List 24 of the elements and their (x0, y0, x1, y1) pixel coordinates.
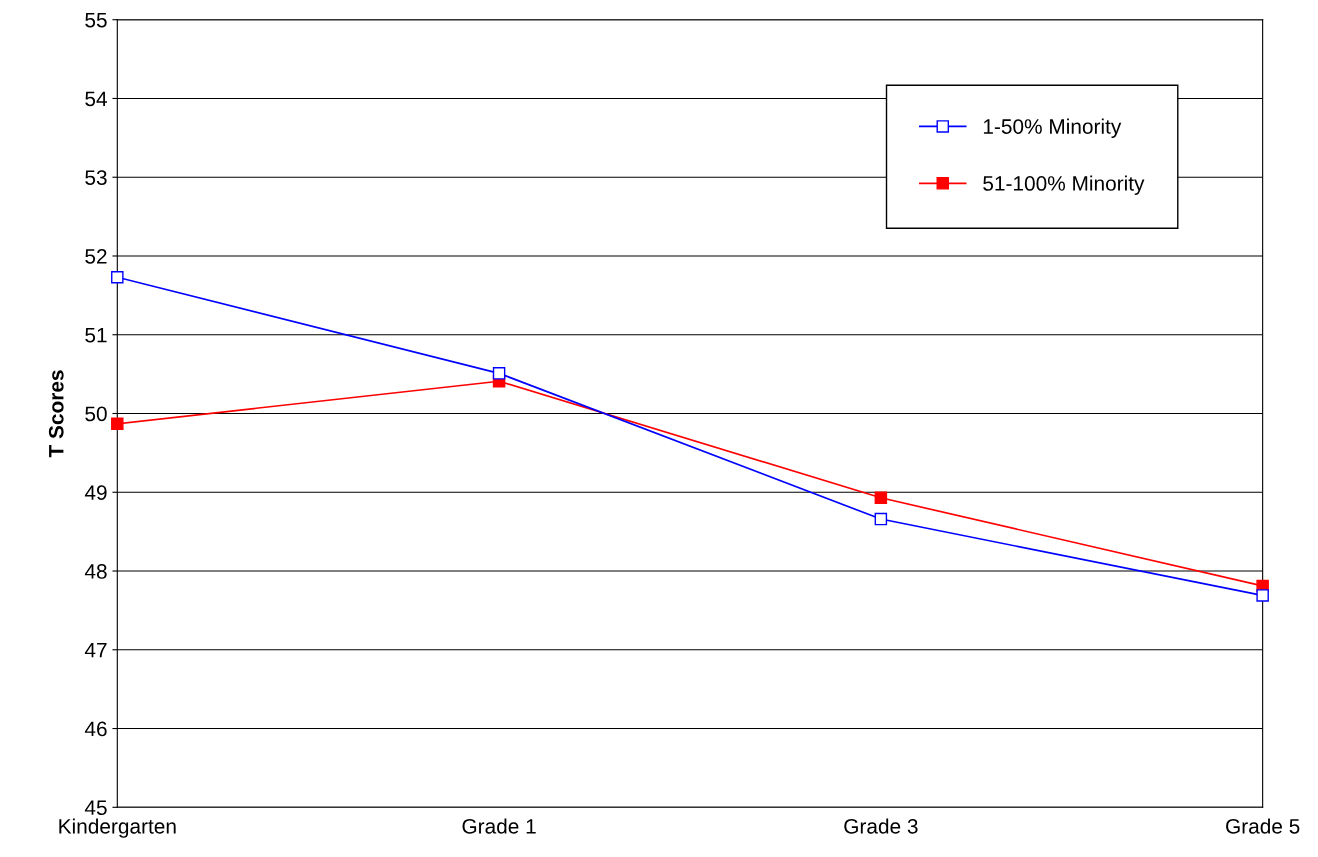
y-axis-title: T Scores (48, 370, 64, 458)
x-tick-label: Grade 5 (1226, 818, 1300, 834)
y-tick-label: 54 (85, 91, 107, 107)
x-tick-label: Grade 3 (844, 818, 918, 834)
x-tick-label: Grade 1 (462, 818, 536, 834)
y-tick-label: 46 (84, 721, 107, 737)
y-tick-label: 45 (84, 800, 107, 816)
y-tick-label: 49 (84, 485, 107, 501)
legend-label: 1-50% Minority (983, 118, 1122, 139)
point (492, 367, 506, 380)
y-tick-label: 47 (84, 642, 107, 658)
point (874, 512, 888, 526)
point (874, 491, 888, 505)
y-tick-label: 52 (85, 248, 107, 264)
legend-label: 51-100% Minority (983, 175, 1145, 195)
y-tick-label: 53 (85, 170, 107, 185)
y-tick-label: 51 (85, 327, 107, 343)
point (111, 270, 124, 284)
y-tick-label: 48 (84, 564, 107, 579)
y-tick-label: 50 (85, 406, 107, 422)
x-tick-label: Kindergarten (59, 818, 176, 838)
point (1256, 589, 1269, 602)
y-tick-label: 55 (85, 12, 107, 28)
point (111, 417, 124, 430)
